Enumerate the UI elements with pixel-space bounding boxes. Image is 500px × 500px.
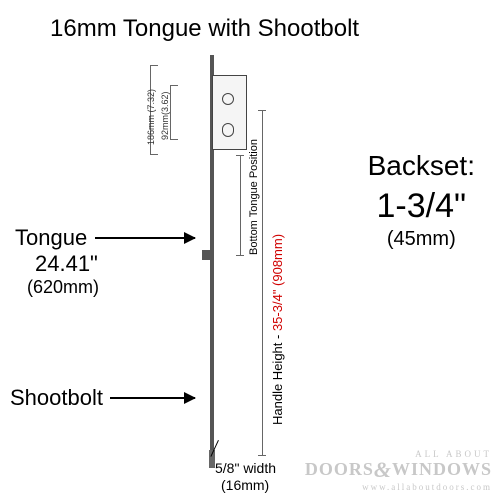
cylinder-hole-icon: [222, 123, 234, 137]
diagram-title: 16mm Tongue with Shootbolt: [50, 15, 359, 43]
dim-label-186: 186mm (7.32): [146, 89, 156, 145]
faceplate-width-label: 5/8" width (16mm): [215, 460, 276, 494]
brand-watermark: ALL ABOUT DOORS&WINDOWS www.allaboutdoor…: [305, 450, 492, 492]
handle-height-dim-line: [262, 110, 263, 455]
backset-block: Backset: 1-3/4" (45mm): [368, 150, 475, 251]
watermark-windows: WINDOWS: [392, 459, 492, 479]
lock-case: [212, 75, 247, 150]
tongue-point-icon: [202, 250, 210, 260]
shootbolt-arrow-icon: [110, 397, 195, 399]
tongue-callout: Tongue 24.41" (620mm): [15, 225, 99, 298]
shootbolt-callout: Shootbolt: [10, 385, 103, 411]
tongue-arrow-icon: [95, 237, 195, 239]
shootbolt-label: Shootbolt: [10, 385, 103, 410]
handle-height-value: 35-3/4" (908mm): [270, 234, 285, 331]
watermark-url: www.allaboutdoors.com: [305, 483, 492, 492]
backset-label: Backset:: [368, 150, 475, 182]
bottom-tongue-label: Bottom Tongue Position: [248, 139, 260, 255]
bottom-tongue-dim-line: [240, 155, 241, 255]
dim-bracket-92: [170, 85, 178, 140]
dim-label-92: 92mm(3.62): [160, 91, 170, 140]
width-mm: (16mm): [221, 477, 269, 493]
watermark-line2: DOORS&WINDOWS: [305, 459, 492, 481]
watermark-doors: DOORS: [305, 459, 374, 479]
lock-diagram: 186mm (7.32) 92mm(3.62) Bottom Tongue Po…: [140, 55, 290, 480]
ampersand-icon: &: [374, 457, 392, 482]
handle-height-text: Handle Height -: [270, 331, 285, 425]
watermark-line1: ALL ABOUT: [305, 450, 492, 459]
tongue-mm: (620mm): [27, 277, 99, 298]
dim-tick: [236, 155, 244, 156]
dim-tick: [258, 455, 266, 456]
dim-tick: [258, 110, 266, 111]
spindle-hole-icon: [222, 93, 234, 105]
width-inches: 5/8" width: [215, 460, 276, 476]
backset-inches: 1-3/4": [368, 187, 475, 226]
backset-mm: (45mm): [368, 228, 475, 251]
dim-tick: [236, 255, 244, 256]
tongue-inches: 24.41": [35, 251, 99, 277]
handle-height-label: Handle Height - 35-3/4" (908mm): [270, 234, 285, 425]
tongue-label: Tongue: [15, 225, 87, 250]
